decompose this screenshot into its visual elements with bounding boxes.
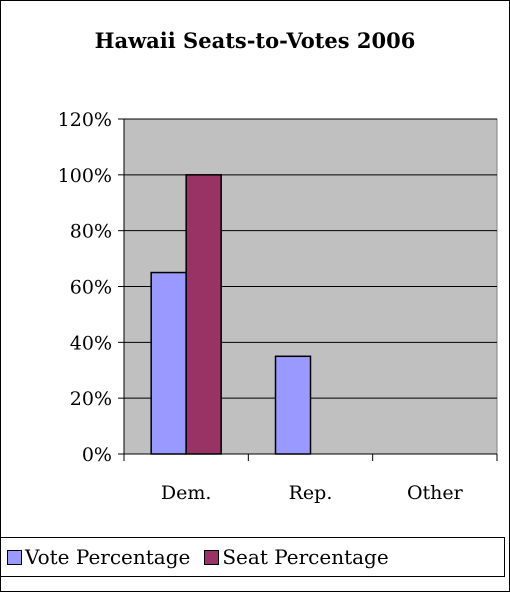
legend-label-seat: Seat Percentage	[222, 545, 389, 569]
x-tick-labels: Dem. Rep. Other	[161, 482, 464, 504]
chart-title: Hawaii Seats-to-Votes 2006	[94, 28, 416, 53]
y-tick-label: 20%	[70, 388, 112, 410]
bars	[150, 174, 312, 455]
legend-swatch-vote	[7, 549, 22, 565]
y-tick-label: 120%	[58, 109, 112, 131]
legend-label-vote: Vote Percentage	[25, 545, 191, 569]
bar-vote	[150, 271, 187, 455]
y-tick-label: 60%	[70, 277, 112, 299]
y-tick-label: 40%	[70, 332, 112, 354]
y-tick-labels: 0% 20% 40% 60% 80% 100% 120%	[58, 109, 112, 466]
y-tick-label: 80%	[70, 221, 112, 243]
legend-item-vote: Vote Percentage	[7, 545, 190, 569]
legend-item-seat: Seat Percentage	[204, 545, 389, 569]
legend: Vote Percentage Seat Percentage	[0, 537, 505, 577]
y-tick-label: 0%	[82, 444, 112, 466]
x-tick-label: Other	[407, 482, 464, 504]
legend-swatch-seat	[204, 549, 220, 565]
bar-seat	[185, 174, 222, 455]
y-tick-label: 100%	[58, 165, 112, 187]
axes	[118, 118, 498, 461]
bar-vote	[274, 355, 312, 455]
x-tick-label: Dem.	[161, 482, 212, 504]
x-tick-label: Rep.	[289, 482, 333, 504]
